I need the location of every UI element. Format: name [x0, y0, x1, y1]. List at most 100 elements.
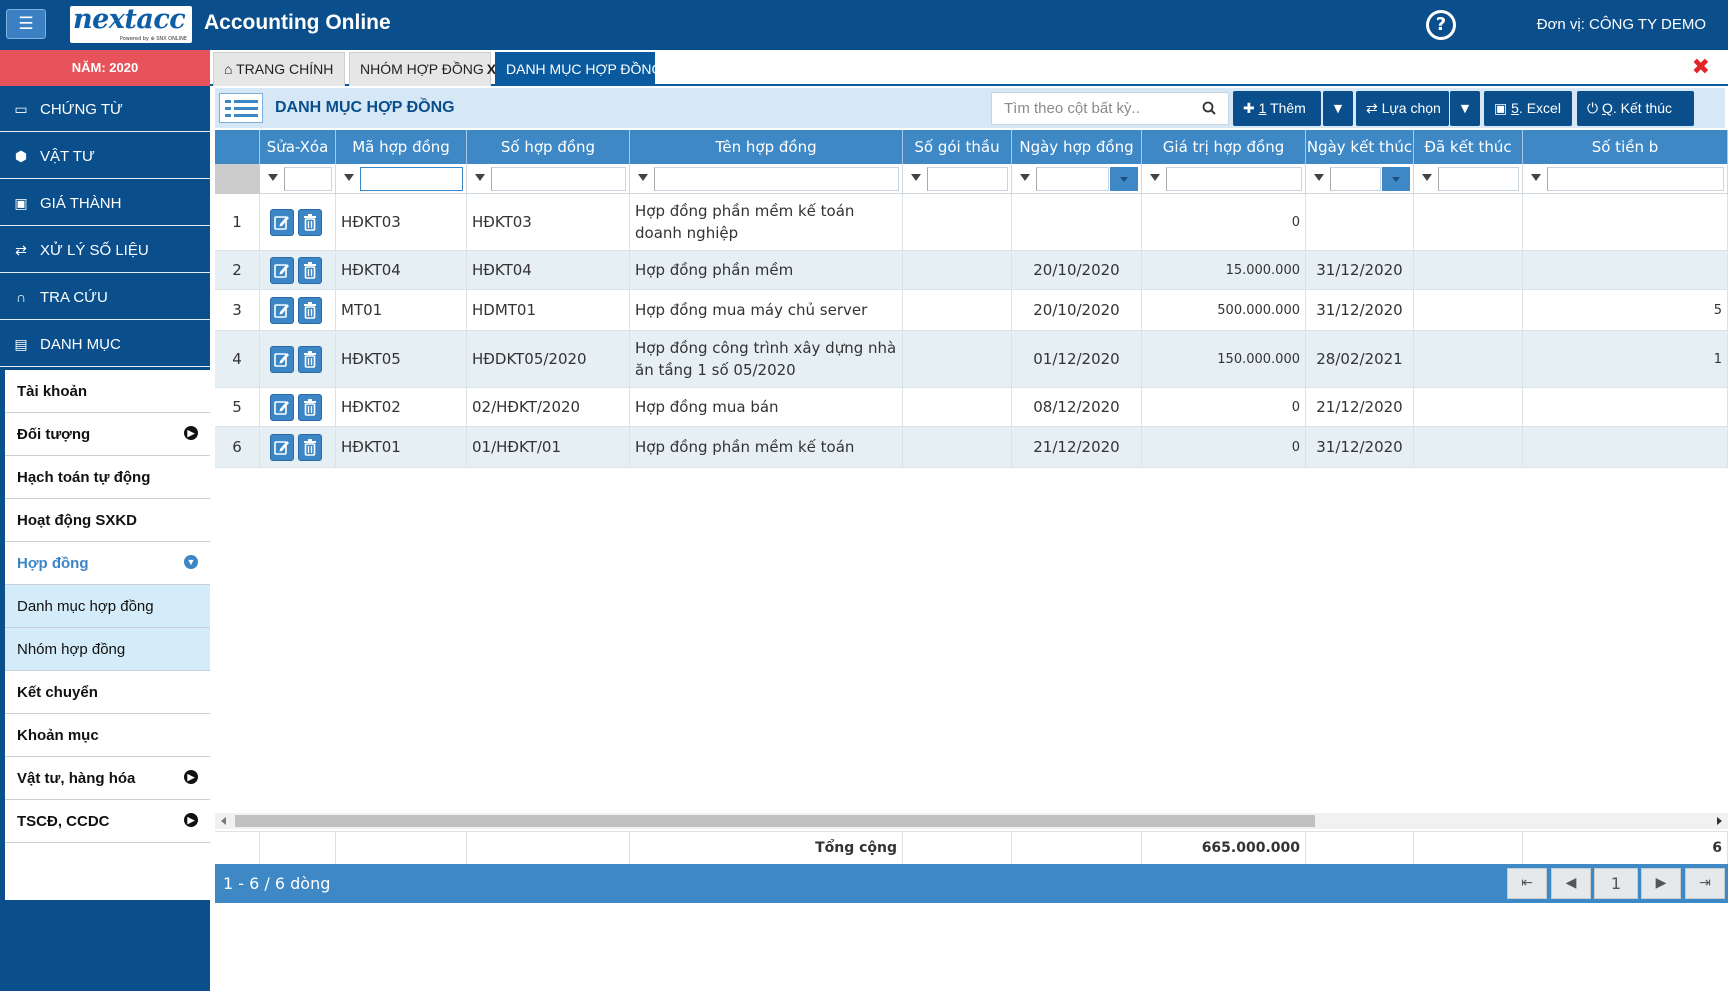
filter-input[interactable]: [654, 167, 899, 191]
filter-icon[interactable]: [1314, 174, 1324, 181]
sidebar-item-4[interactable]: ∩ TRA CỨU: [0, 274, 210, 320]
col-ngay-ket-thuc-cell: 28/02/2021: [1306, 331, 1414, 387]
edit-icon[interactable]: [269, 393, 294, 421]
col-so-tien-header[interactable]: Số tiền b: [1523, 130, 1728, 164]
filter-input[interactable]: [1166, 167, 1302, 191]
sidebar-sub-item-8[interactable]: Khoản mục: [5, 714, 210, 757]
tab-home[interactable]: ⌂ TRANG CHÍNH: [213, 52, 345, 86]
table-row[interactable]: 6 HĐKT01 01/HĐKT/01 Hợp đồng phần mềm kế to…: [215, 427, 1728, 468]
page-number[interactable]: 1: [1594, 868, 1638, 899]
trash-icon[interactable]: [297, 208, 322, 236]
filter-icon[interactable]: [1422, 174, 1432, 181]
filter-icon[interactable]: [1150, 174, 1160, 181]
col-da-ket-thuc-header[interactable]: Đã kết thúc: [1414, 130, 1523, 164]
col-ten-hop-dong-header[interactable]: Tên hợp đồng: [630, 130, 903, 164]
edit-icon[interactable]: [269, 296, 294, 324]
scroll-left-icon[interactable]: [221, 817, 226, 825]
sidebar-sub-item-5[interactable]: Danh mục hợp đồng: [5, 585, 210, 628]
sidebar-sub-item-0[interactable]: Tài khoản: [5, 370, 210, 413]
sidebar-sub-item-4[interactable]: Hợp đồng ▼: [5, 542, 210, 585]
col-sua-xoa-cell: [260, 290, 336, 330]
add-button[interactable]: ✚ 1 Thêm: [1233, 91, 1321, 126]
scrollbar-thumb[interactable]: [235, 815, 1315, 827]
table-row[interactable]: 5 HĐKT02 02/HĐKT/2020 Hợp đồng mua bán 08/12…: [215, 388, 1728, 427]
date-filter-dropdown-icon[interactable]: [1110, 167, 1138, 191]
sidebar-item-2[interactable]: ▣ GIÁ THÀNH: [0, 180, 210, 226]
chevron-right-circle-icon[interactable]: ▶: [184, 426, 198, 440]
tab-nhom-hop-dong[interactable]: NHÓM HỢP ĐỒNG X: [349, 52, 496, 86]
tab-close-icon[interactable]: X: [665, 61, 675, 77]
app-logo[interactable]: nextacc Powered by ⊕ SNX ONLINE: [70, 6, 192, 43]
filter-icon[interactable]: [638, 174, 648, 181]
choose-button[interactable]: ⇄ Lựa chọn: [1356, 91, 1449, 126]
chevron-right-circle-icon[interactable]: ▶: [184, 813, 198, 827]
year-selector[interactable]: NĂM: 2020: [0, 50, 210, 86]
trash-icon[interactable]: [297, 393, 322, 421]
search-icon[interactable]: [1202, 101, 1216, 115]
sidebar-sub-item-3[interactable]: Hoạt động SXKD: [5, 499, 210, 542]
scroll-right-icon[interactable]: [1717, 817, 1722, 825]
chevron-right-circle-icon[interactable]: ▶: [184, 770, 198, 784]
exit-button[interactable]: ⏻ Q. Kết thúc: [1577, 91, 1694, 126]
filter-input[interactable]: [1330, 167, 1381, 191]
table-row[interactable]: 4 HĐKT05 HĐDKT05/2020 Hợp đồng công trình x…: [215, 331, 1728, 388]
tab-danh-muc-hop-dong[interactable]: DANH MỤC HỢP ĐỒNG X: [495, 52, 675, 86]
next-page-icon[interactable]: ▶: [1641, 868, 1681, 899]
edit-icon[interactable]: [269, 433, 294, 461]
trash-icon[interactable]: [297, 256, 322, 284]
close-all-tabs-icon[interactable]: ✖: [1691, 55, 1710, 80]
sidebar-sub-item-1[interactable]: Đối tượng ▶: [5, 413, 210, 456]
search-input[interactable]: [992, 93, 1192, 124]
filter-icon[interactable]: [475, 174, 485, 181]
sidebar-sub-item-10[interactable]: TSCĐ, CCDC ▶: [5, 800, 210, 843]
filter-input[interactable]: [491, 167, 626, 191]
hamburger-icon[interactable]: ☰: [6, 9, 46, 39]
prev-page-icon[interactable]: ◀: [1551, 868, 1591, 899]
filter-icon[interactable]: [344, 174, 354, 181]
edit-icon[interactable]: [269, 345, 294, 373]
filter-input[interactable]: [360, 167, 463, 191]
tab-close-icon[interactable]: X: [486, 61, 497, 77]
col-so-goi-thau-header[interactable]: Số gói thầu: [903, 130, 1012, 164]
help-circle-icon[interactable]: ?: [1426, 10, 1456, 40]
edit-icon[interactable]: [269, 208, 294, 236]
filter-icon[interactable]: [1531, 174, 1541, 181]
table-row[interactable]: 2 HĐKT04 HĐKT04 Hợp đồng phần mềm 20/10/2020…: [215, 251, 1728, 290]
first-page-icon[interactable]: ⇤: [1507, 868, 1547, 899]
col-so-hop-dong-header[interactable]: Số hợp đồng: [467, 130, 630, 164]
filter-icon[interactable]: [268, 174, 278, 181]
sidebar-item-0[interactable]: ▭ CHỨNG TỪ: [0, 86, 210, 132]
filter-input[interactable]: [1438, 167, 1519, 191]
sidebar-item-5[interactable]: ▤ DANH MỤC: [0, 321, 210, 367]
col-ngay-ket-thuc-header[interactable]: Ngày kết thúc: [1306, 130, 1414, 164]
filter-icon[interactable]: [911, 174, 921, 181]
date-filter-dropdown-icon[interactable]: [1382, 167, 1410, 191]
filter-input[interactable]: [284, 167, 332, 191]
col-ngay-hop-dong-header[interactable]: Ngày hợp đồng: [1012, 130, 1142, 164]
horizontal-scrollbar[interactable]: [215, 813, 1728, 829]
excel-button[interactable]: ▣ 5. Excel: [1484, 91, 1572, 126]
filter-input[interactable]: [927, 167, 1008, 191]
filter-input[interactable]: [1547, 167, 1724, 191]
col-ma-hop-dong-header[interactable]: Mã hợp đồng: [336, 130, 467, 164]
chevron-down-circle-icon[interactable]: ▼: [184, 555, 198, 569]
choose-dropdown-chevron-down-icon[interactable]: ▼: [1450, 91, 1480, 126]
filter-icon[interactable]: [1020, 174, 1030, 181]
trash-icon[interactable]: [297, 296, 322, 324]
col-gia-tri-hop-dong-header[interactable]: Giá trị hợp đồng: [1142, 130, 1306, 164]
unit-label[interactable]: Đơn vị: CÔNG TY DEMO: [1536, 16, 1706, 33]
table-row[interactable]: 1 HĐKT03 HĐKT03 Hợp đồng phần mềm kế toán d…: [215, 194, 1728, 251]
edit-icon[interactable]: [269, 256, 294, 284]
add-dropdown-chevron-down-icon[interactable]: ▼: [1323, 91, 1353, 126]
sidebar-sub-item-2[interactable]: Hạch toán tự động: [5, 456, 210, 499]
trash-icon[interactable]: [297, 433, 322, 461]
filter-input[interactable]: [1036, 167, 1109, 191]
last-page-icon[interactable]: ⇥: [1685, 868, 1725, 899]
sidebar-sub-item-6[interactable]: Nhóm hợp đồng: [5, 628, 210, 671]
sidebar-item-3[interactable]: ⇄ XỬ LÝ SỐ LIỆU: [0, 227, 210, 273]
sidebar-item-1[interactable]: ⬢ VẬT TƯ: [0, 133, 210, 179]
table-row[interactable]: 3 MT01 HDMT01 Hợp đồng mua máy chủ server 20…: [215, 290, 1728, 331]
trash-icon[interactable]: [297, 345, 322, 373]
sidebar-sub-item-7[interactable]: Kết chuyển: [5, 671, 210, 714]
sidebar-sub-item-9[interactable]: Vật tư, hàng hóa ▶: [5, 757, 210, 800]
